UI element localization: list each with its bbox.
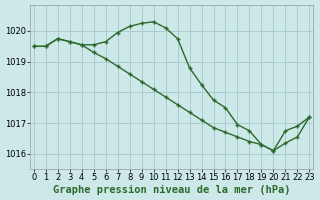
X-axis label: Graphe pression niveau de la mer (hPa): Graphe pression niveau de la mer (hPa) (53, 185, 290, 195)
